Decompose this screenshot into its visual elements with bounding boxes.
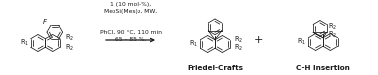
Text: R$_1$: R$_1$ <box>20 38 29 48</box>
Text: Friedel-Crafts: Friedel-Crafts <box>187 65 243 71</box>
Text: R$_2$: R$_2$ <box>328 30 337 40</box>
Text: R$_1$: R$_1$ <box>296 37 306 47</box>
Text: Me₂Si(Mes)₂, MW,: Me₂Si(Mes)₂, MW, <box>104 9 157 14</box>
Text: PhCl, 90 °C, 110 min: PhCl, 90 °C, 110 min <box>99 30 161 35</box>
Text: R$_1$: R$_1$ <box>189 39 198 49</box>
Text: R$_2$: R$_2$ <box>234 43 243 53</box>
Text: F: F <box>42 19 46 25</box>
Text: +: + <box>253 35 263 45</box>
Text: C-H Insertion: C-H Insertion <box>296 65 350 71</box>
Text: 1 (10 mol-%),: 1 (10 mol-%), <box>110 2 151 7</box>
Text: 65 – 85 %.: 65 – 85 %. <box>115 37 146 42</box>
Text: R$_2$: R$_2$ <box>234 35 243 45</box>
Text: R$_2$: R$_2$ <box>65 33 74 43</box>
Text: R$_2$: R$_2$ <box>328 22 337 32</box>
Text: R$_2$: R$_2$ <box>65 43 74 53</box>
